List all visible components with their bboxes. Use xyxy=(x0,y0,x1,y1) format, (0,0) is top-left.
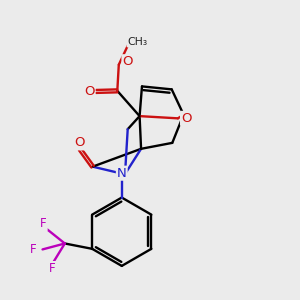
Text: F: F xyxy=(49,262,56,275)
Text: N: N xyxy=(117,167,127,180)
Text: O: O xyxy=(84,85,94,98)
Text: O: O xyxy=(181,112,191,125)
Text: O: O xyxy=(122,55,133,68)
Text: O: O xyxy=(74,136,85,149)
Text: CH₃: CH₃ xyxy=(128,37,148,46)
Text: F: F xyxy=(40,218,47,230)
Text: F: F xyxy=(30,243,37,256)
